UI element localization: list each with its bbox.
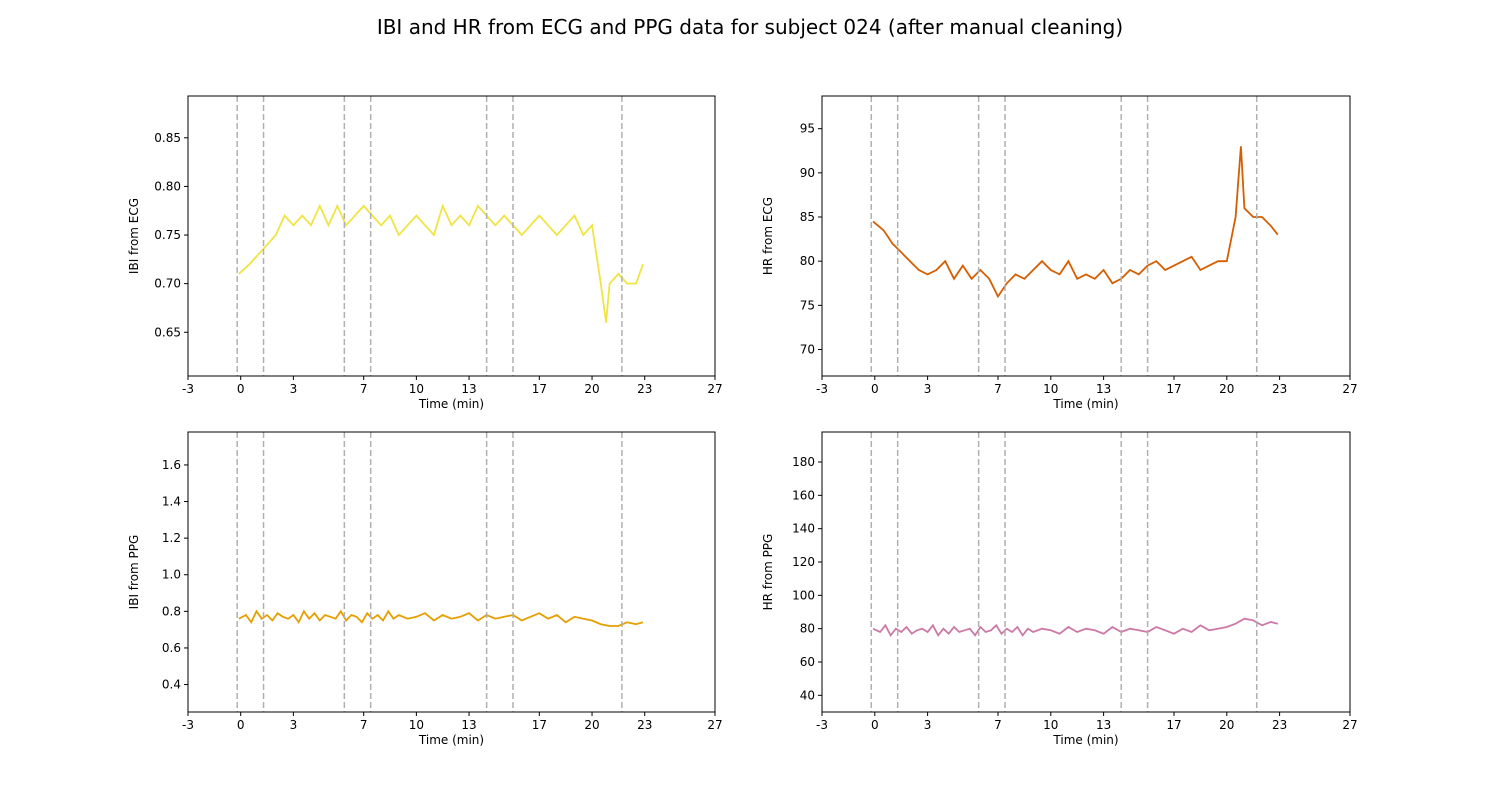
ibi-ecg-x-tick-label: 13: [461, 382, 476, 396]
ibi-ecg-x-tick-label: 7: [360, 382, 368, 396]
ibi-ecg-x-tick-label: 23: [637, 382, 652, 396]
ibi-ppg-y-tick-label: 0.6: [162, 641, 181, 655]
ibi-ecg-x-tick-label: 10: [409, 382, 424, 396]
hr-ecg-y-tick-label: 95: [800, 122, 815, 136]
hr-ecg-x-tick-label: -3: [816, 382, 828, 396]
hr-ppg-x-tick-label: 23: [1272, 718, 1287, 732]
hr-ppg-axes-frame: [821, 431, 1351, 713]
hr-ecg-axes-frame: [821, 95, 1351, 377]
hr-ppg-x-tick-label: 27: [1342, 718, 1357, 732]
ibi-ecg-series-line: [238, 203, 644, 323]
ibi-ppg-y-tick-label: 0.8: [162, 604, 181, 618]
hr-ecg-y-tick-label: 70: [800, 343, 815, 357]
ibi-ppg-x-tick-label: 23: [637, 718, 652, 732]
hr-ecg-x-tick-label: 3: [924, 382, 932, 396]
hr-ecg-x-axis-label: Time (min): [1052, 397, 1118, 411]
hr-ppg-y-tick-label: 120: [792, 555, 815, 569]
hr-ecg-y-tick-label: 75: [800, 298, 815, 312]
ibi-ppg-y-tick-label: 1.0: [162, 568, 181, 582]
ibi-ppg-x-tick-label: 3: [290, 718, 298, 732]
subplot-ibi-ecg: -3 0 3 7 10 13 17 20 23 27 0.65 0.70 0.75 0.80 0.85 Tim…: [127, 95, 723, 411]
ibi-ppg-x-tick-label: 13: [461, 718, 476, 732]
ibi-ecg-y-tick-label: 0.80: [154, 179, 181, 193]
ibi-ecg-x-tick-label: 20: [584, 382, 599, 396]
ibi-ppg-y-tick-label: 1.6: [162, 458, 181, 472]
hr-ppg-y-axis-label: HR from PPG: [761, 534, 775, 611]
ibi-ecg-x-tick-label: 27: [707, 382, 722, 396]
ibi-ecg-x-axis-label: Time (min): [418, 397, 484, 411]
hr-ppg-x-axis-label: Time (min): [1052, 733, 1118, 747]
hr-ppg-x-tick-label: 13: [1096, 718, 1111, 732]
ibi-ppg-y-tick-label: 0.4: [162, 678, 181, 692]
ibi-ecg-y-tick-label: 0.70: [154, 277, 181, 291]
hr-ecg-x-tick-label: 7: [994, 382, 1002, 396]
ibi-ppg-y-axis-label: IBI from PPG: [127, 535, 141, 610]
hr-ecg-x-tick-label: 20: [1219, 382, 1234, 396]
ibi-ppg-x-tick-label: 27: [707, 718, 722, 732]
hr-ecg-x-tick-label: 23: [1272, 382, 1287, 396]
ibi-ppg-x-tick-label: 17: [532, 718, 547, 732]
hr-ppg-x-tick-label: 10: [1043, 718, 1058, 732]
hr-ppg-series-line: [872, 617, 1279, 637]
hr-ecg-x-tick-label: 17: [1166, 382, 1181, 396]
hr-ppg-x-tick-label: -3: [816, 718, 828, 732]
hr-ecg-y-tick-label: 85: [800, 210, 815, 224]
hr-ecg-x-tick-label: 13: [1096, 382, 1111, 396]
figure-title: IBI and HR from ECG and PPG data for sub…: [377, 15, 1123, 39]
hr-ppg-y-tick-label: 40: [800, 688, 815, 702]
ibi-ppg-x-tick-label: -3: [182, 718, 194, 732]
hr-ppg-y-tick-label: 140: [792, 522, 815, 536]
ibi-ppg-y-tick-label: 1.4: [162, 495, 181, 509]
hr-ppg-y-tick-label: 180: [792, 455, 815, 469]
ibi-ppg-x-tick-label: 0: [237, 718, 245, 732]
hr-ecg-x-tick-label: 0: [871, 382, 879, 396]
hr-ppg-x-tick-label: 20: [1219, 718, 1234, 732]
ibi-ecg-x-tick-label: 17: [532, 382, 547, 396]
hr-ppg-y-tick-label: 60: [800, 655, 815, 669]
ibi-ppg-y-tick-label: 1.2: [162, 531, 181, 545]
hr-ecg-y-axis-label: HR from ECG: [761, 197, 775, 275]
ibi-ppg-x-tick-label: 7: [360, 718, 368, 732]
subplot-hr-ppg: -3 0 3 7 10 13 17 20 23 27 40 60 80 100 120 140 160 180 Ti…: [761, 431, 1358, 747]
ibi-ecg-axes-frame: [187, 95, 716, 377]
ibi-ecg-y-tick-label: 0.85: [154, 131, 181, 145]
hr-ppg-x-tick-label: 0: [871, 718, 879, 732]
hr-ecg-series-line: [872, 146, 1279, 299]
ibi-ppg-x-axis-label: Time (min): [418, 733, 484, 747]
hr-ecg-x-tick-label: 27: [1342, 382, 1357, 396]
hr-ppg-y-tick-label: 100: [792, 588, 815, 602]
hr-ppg-x-tick-label: 17: [1166, 718, 1181, 732]
ibi-ecg-y-tick-label: 0.75: [154, 228, 181, 242]
hr-ecg-y-tick-label: 80: [800, 254, 815, 268]
hr-ppg-x-tick-label: 3: [924, 718, 932, 732]
ibi-ppg-x-tick-label: 20: [584, 718, 599, 732]
hr-ppg-y-tick-label: 160: [792, 488, 815, 502]
hr-ecg-x-tick-label: 10: [1043, 382, 1058, 396]
ibi-ecg-x-tick-label: 3: [290, 382, 298, 396]
ibi-ecg-y-axis-label: IBI from ECG: [127, 198, 141, 274]
ibi-ppg-axes-frame: [187, 431, 716, 713]
ibi-ecg-x-tick-label: 0: [237, 382, 245, 396]
ibi-ecg-x-tick-label: -3: [182, 382, 194, 396]
subplot-hr-ecg: -3 0 3 7 10 13 17 20 23 27 70 75 80 85 90 95 Time (min) H…: [761, 95, 1358, 411]
hr-ppg-y-tick-label: 80: [800, 622, 815, 636]
ibi-ecg-y-tick-label: 0.65: [154, 325, 181, 339]
hr-ecg-y-tick-label: 90: [800, 166, 815, 180]
ibi-ppg-x-tick-label: 10: [409, 718, 424, 732]
ibi-ppg-series-line: [238, 609, 644, 627]
hr-ppg-x-tick-label: 7: [994, 718, 1002, 732]
subplot-ibi-ppg: -3 0 3 7 10 13 17 20 23 27 0.4 0.6 0.8 1.0 1.2 1.4 1.6 Ti…: [127, 431, 723, 747]
